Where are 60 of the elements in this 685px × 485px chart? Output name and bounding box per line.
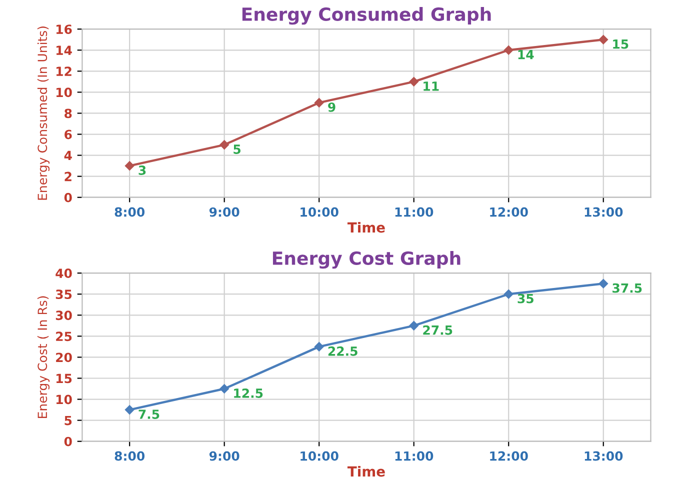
chart-title: Energy Cost Graph [272, 251, 460, 269]
x-tick-label: 11:00 [395, 207, 434, 217]
data-label: 9 [328, 102, 336, 112]
data-label: 3 [138, 166, 146, 175]
point [598, 278, 608, 288]
x-tick-label: 13:00 [584, 207, 623, 217]
y-tick-label: 5 [64, 416, 72, 426]
data-label: 11 [424, 82, 439, 91]
y-tick-label: 10 [56, 394, 72, 404]
x-tick-label: 12:00 [490, 207, 528, 217]
y-axis-title: Energy Cost ( In Rs) [37, 296, 50, 418]
y-tick-label: 25 [56, 332, 72, 342]
point [409, 77, 418, 86]
point [598, 34, 608, 44]
y-tick-label: 8 [64, 108, 72, 118]
y-tick-label: 30 [56, 310, 72, 320]
x-tick-label: 10:00 [300, 451, 338, 461]
data-label: 12.5 [234, 388, 263, 398]
point [124, 161, 134, 170]
x-tick-label: 11:00 [395, 451, 434, 461]
x-tick-label: 12:00 [490, 451, 528, 461]
data-label: 22.5 [328, 346, 358, 356]
y-tick-label: 4 [64, 150, 72, 160]
point [504, 46, 514, 55]
data-label: 35 [518, 294, 534, 304]
x-tick-label: 10:00 [300, 207, 338, 217]
data-label: 7.5 [138, 410, 160, 419]
point [314, 98, 324, 108]
y-tick-label: 14 [56, 46, 72, 55]
y-tick-label: 10 [56, 88, 72, 98]
y-tick-label: 2 [64, 172, 72, 182]
y-tick-label: 20 [56, 352, 72, 362]
chart-title: Energy Consumed Graph [242, 7, 491, 25]
data-label: 27.5 [423, 325, 452, 335]
y-tick-label: 12 [56, 66, 72, 76]
point [314, 342, 324, 352]
y-tick-label: 35 [56, 290, 72, 300]
x-tick-label: 9:00 [209, 207, 240, 217]
y-tick-label: 40 [56, 268, 72, 278]
data-label: 15 [613, 40, 628, 49]
x-tick-label: 8:00 [114, 451, 145, 461]
point [409, 321, 418, 330]
data-label: 5 [234, 144, 240, 154]
y-axis-title: Energy Consumed (In Units) [37, 26, 50, 200]
point [504, 289, 514, 299]
data-label: 14 [518, 50, 534, 60]
point [220, 384, 229, 394]
y-tick-label: 15 [56, 374, 72, 384]
point [220, 140, 229, 150]
y-tick-label: 6 [64, 130, 72, 140]
x-axis-title: Time [347, 222, 385, 233]
point [124, 405, 134, 414]
y-tick-label: 16 [56, 24, 72, 34]
y-tick-label: 0 [64, 192, 72, 202]
x-tick-label: 9:00 [209, 451, 240, 461]
x-tick-label: 8:00 [114, 207, 145, 217]
x-axis-title: Time [347, 466, 385, 477]
y-tick-label: 0 [64, 436, 72, 446]
data-label: 37.5 [612, 283, 642, 293]
x-tick-label: 13:00 [584, 451, 623, 461]
